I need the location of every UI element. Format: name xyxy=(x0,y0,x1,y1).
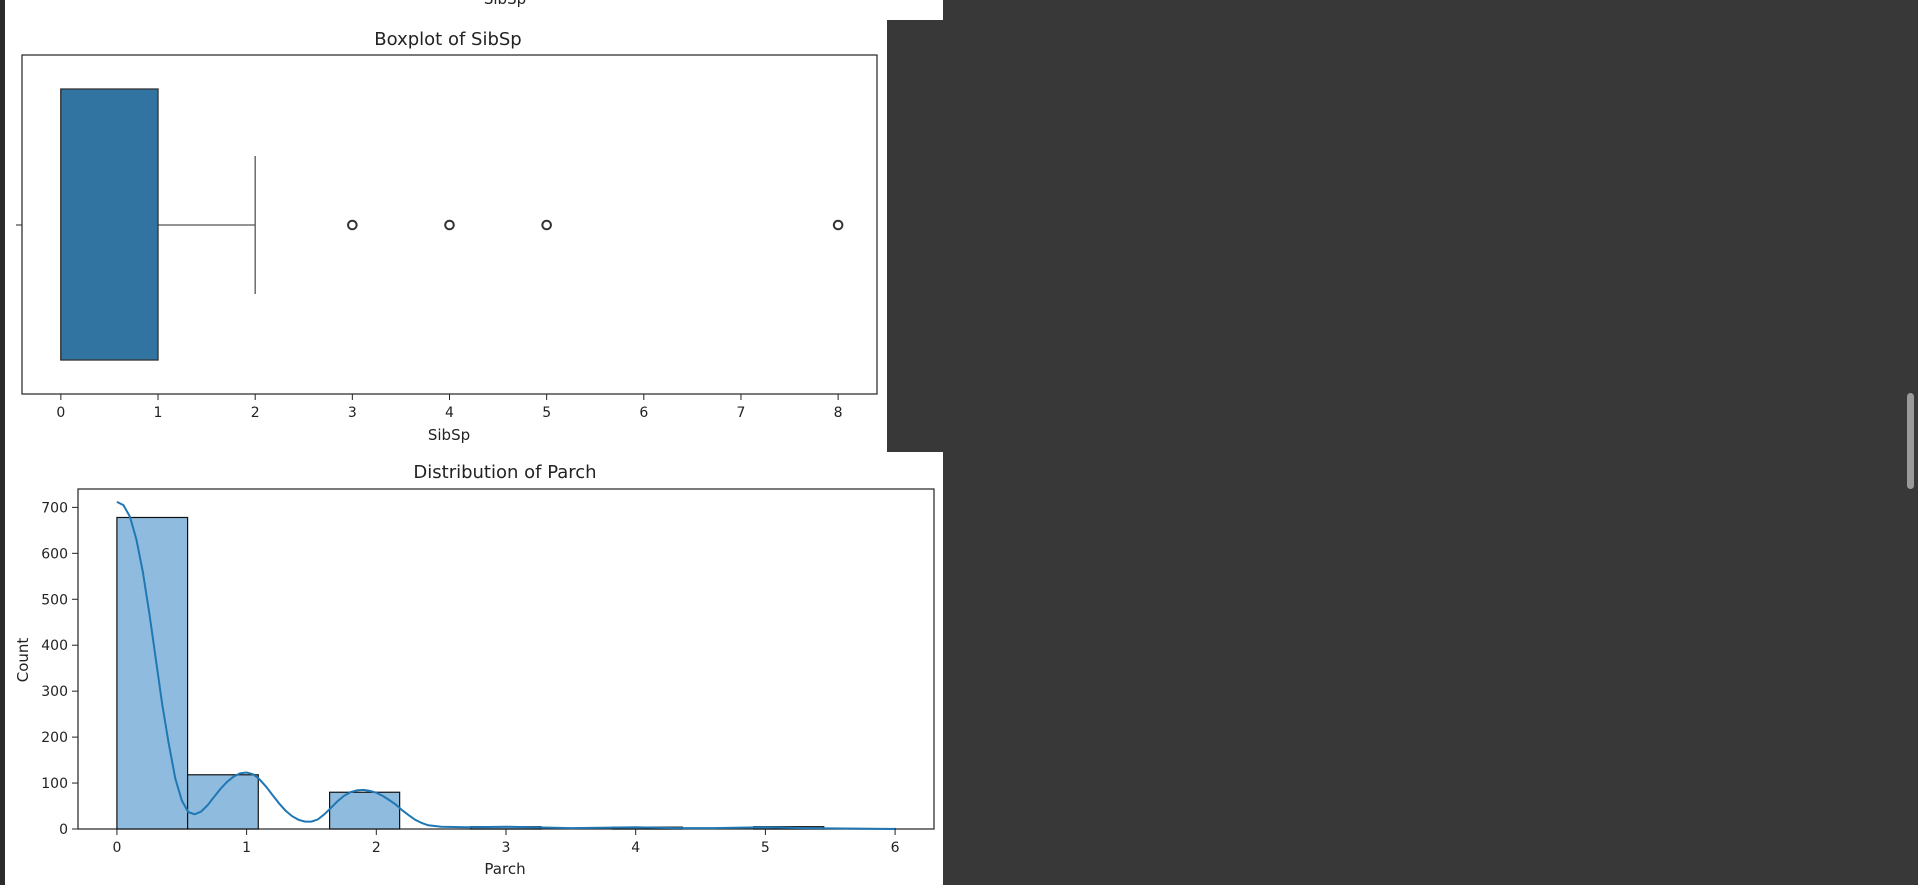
boxplot-x-tick-label: 7 xyxy=(737,405,746,421)
boxplot-x-tick-label: 6 xyxy=(639,405,648,421)
histogram-x-tick-label: 3 xyxy=(502,840,511,856)
vertical-scrollbar-thumb[interactable] xyxy=(1907,393,1914,489)
histogram-x-tick-label: 2 xyxy=(372,840,381,856)
histogram-x-tick-label: 0 xyxy=(112,840,121,856)
boxplot-x-tick-label: 5 xyxy=(542,405,551,421)
histogram-y-tick-label: 100 xyxy=(41,776,68,792)
histogram-y-tick-label: 500 xyxy=(41,592,68,608)
boxplot-outlier xyxy=(832,219,844,231)
boxplot-x-tick-label: 4 xyxy=(445,405,454,421)
boxplot-x-axis-label: SibSp xyxy=(428,426,470,444)
histogram-y-tick-label: 0 xyxy=(59,822,68,838)
boxplot-title: Boxplot of SibSp xyxy=(374,29,521,50)
histogram-y-tick-label: 700 xyxy=(41,500,68,516)
histogram-y-tick-label: 200 xyxy=(41,730,68,746)
boxplot-x-ticks: 0 1 2 3 4 5 6 7 8 xyxy=(56,394,843,421)
boxplot-outlier xyxy=(347,219,358,231)
boxplot-outlier xyxy=(444,219,455,231)
histogram-y-ticks: 0 100 200 300 400 500 600 700 xyxy=(41,500,78,838)
histogram-kde-curve xyxy=(116,501,896,830)
histogram-y-tick-label: 600 xyxy=(41,546,68,562)
dark-background-panel xyxy=(887,20,943,452)
histogram-y-tick-label: 400 xyxy=(41,638,68,654)
boxplot-x-tick-label: 1 xyxy=(154,405,163,421)
histogram-y-tick-label: 300 xyxy=(41,684,68,700)
boxplot-outlier xyxy=(541,219,552,231)
histogram-title: Distribution of Parch xyxy=(413,462,596,483)
histogram-x-tick-label: 4 xyxy=(631,840,640,856)
previous-plot-xlabel: SibSp xyxy=(484,0,526,8)
boxplot-x-tick-label: 2 xyxy=(251,405,260,421)
histogram-x-axis-label: Parch xyxy=(484,860,525,878)
histogram-y-axis-label: Count xyxy=(14,638,32,683)
histogram-kde-line xyxy=(116,501,896,830)
histogram-x-tick-label: 6 xyxy=(891,840,900,856)
histogram-bar xyxy=(329,791,401,830)
boxplot-marks xyxy=(60,88,844,361)
boxplot-x-tick-label: 0 xyxy=(56,405,65,421)
boxplot-box xyxy=(60,88,159,361)
histogram-bar xyxy=(186,774,259,830)
histogram-chart: Distribution of Parch 0 1 2 3 4 5 6 0 100 200 300… xyxy=(14,462,935,878)
boxplot-chart: Boxplot of SibSp 0 1 2 3 4 5 6 7 8 SibSp xyxy=(16,29,878,444)
histogram-x-tick-label: 1 xyxy=(242,840,251,856)
boxplot-x-tick-label: 3 xyxy=(348,405,357,421)
left-gutter xyxy=(0,0,5,885)
histogram-x-ticks: 0 1 2 3 4 5 6 xyxy=(112,829,900,856)
histogram-x-tick-label: 5 xyxy=(761,840,770,856)
boxplot-x-tick-label: 8 xyxy=(834,405,843,421)
